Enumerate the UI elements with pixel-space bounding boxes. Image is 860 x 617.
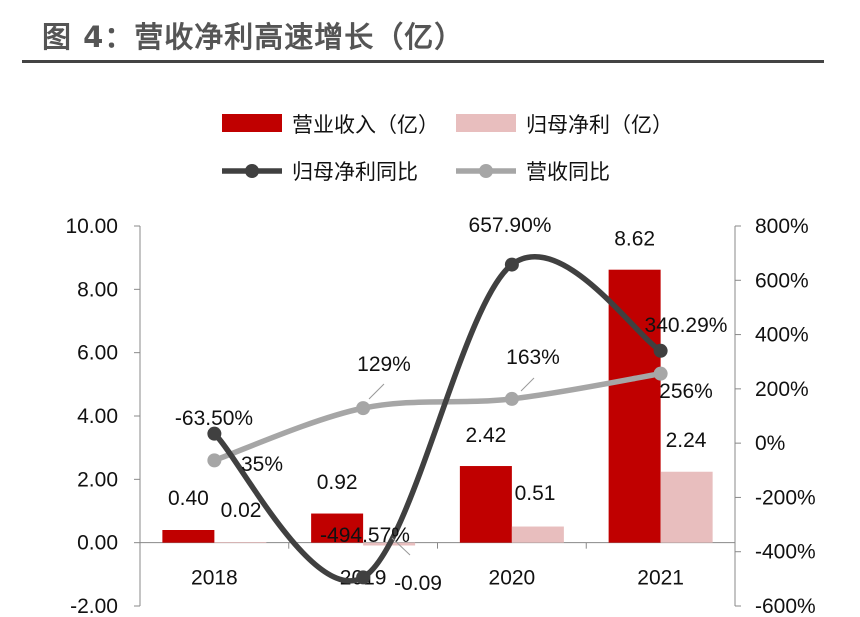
bar-label-revenue: 0.92 (317, 471, 358, 494)
bar-label-netprofit: 0.02 (221, 499, 262, 522)
line-0-point-2020 (504, 257, 519, 272)
x-tick-label: 2018 (191, 567, 238, 590)
left-tick-label: 8.00 (77, 278, 118, 301)
line-label-netprofit-yoy: 340.29% (645, 314, 728, 337)
line-1-point-2020 (504, 391, 519, 406)
legend-swatch-revenue (222, 114, 282, 132)
right-tick-label: 600% (755, 269, 809, 292)
bar-1-2021 (660, 471, 713, 543)
right-tick-label: 0% (755, 432, 785, 455)
left-tick-label: 0.00 (77, 532, 118, 555)
right-tick-label: -400% (755, 541, 816, 564)
legend-label-revenue: 营业收入（亿） (292, 113, 439, 137)
line-0 (211, 254, 664, 584)
bar-label-revenue: 2.42 (465, 424, 506, 447)
line-label-netprofit-yoy: -494.57% (320, 524, 410, 547)
bar-label-revenue: 8.62 (614, 228, 655, 251)
bar-0-2020 (459, 466, 512, 543)
lines (207, 254, 668, 585)
left-tick-label: 2.00 (77, 468, 118, 491)
line-label-revenue-yoy: 129% (357, 353, 411, 376)
right-tick-label: -200% (755, 486, 816, 509)
x-tick-label: 2021 (637, 567, 684, 590)
legend-label-netprofit-yoy: 归母净利同比 (292, 160, 418, 184)
left-tick-label: -2.00 (70, 595, 118, 617)
bar-0-2018 (162, 530, 215, 543)
line-label-netprofit-yoy: 657.90% (469, 214, 552, 237)
line-1-point-2018 (207, 453, 222, 468)
line-label-revenue-yoy: 256% (659, 380, 713, 403)
bar-label-netprofit: 2.24 (666, 429, 707, 452)
line-label-revenue-yoy: -63.50% (175, 407, 253, 430)
line-1-point-2021 (653, 366, 668, 381)
bar-1-2018 (214, 542, 267, 543)
line-0-point-2021 (653, 343, 668, 358)
right-tick-label: 200% (755, 378, 809, 401)
title-underline (22, 60, 824, 63)
label-leader-line (368, 383, 385, 400)
x-tick-label: 2020 (489, 567, 536, 590)
line-1 (211, 370, 664, 464)
line-0-point-2018 (207, 426, 222, 441)
legend-swatch-netprofit (456, 114, 516, 132)
figure-title: 图 4：营收净利高速增长（亿） (42, 20, 465, 54)
bar-0-2021 (608, 269, 661, 543)
data-labels: 0.40 0.92 2.42 8.62 0.02 -0.09 0.51 2.24 35% -494… (168, 214, 728, 595)
bar-label-netprofit: -0.09 (394, 572, 442, 595)
right-tick-label: 800% (755, 215, 809, 238)
right-tick-label: -600% (755, 595, 816, 617)
label-leader-line (520, 377, 535, 392)
bar-label-netprofit: 0.51 (515, 482, 556, 505)
bar-1-2020 (511, 526, 564, 543)
legend-label-netprofit: 归母净利（亿） (526, 113, 673, 137)
bar-0-2019 (311, 513, 364, 543)
line-0-point-2019 (356, 570, 371, 585)
bar-label-revenue: 0.40 (168, 487, 209, 510)
left-tick-label: 10.00 (65, 215, 118, 238)
legend-marker-netprofit-yoy (245, 164, 259, 178)
line-label-revenue-yoy: 163% (506, 346, 560, 369)
legend-marker-revenue-yoy (479, 164, 493, 178)
label-leader-line (391, 537, 411, 556)
line-label-netprofit-yoy: 35% (241, 453, 283, 476)
right-tick-label: 400% (755, 324, 809, 347)
axes: -2.00 0.00 2.00 4.00 6.00 8.00 10.00 -600% -400%… (65, 215, 815, 617)
bars (162, 269, 713, 546)
legend: 营业收入（亿） 归母净利（亿） 归母净利同比 营收同比 (222, 113, 673, 184)
left-tick-label: 4.00 (77, 405, 118, 428)
legend-label-revenue-yoy: 营收同比 (526, 160, 610, 184)
left-tick-label: 6.00 (77, 342, 118, 365)
line-1-point-2019 (356, 401, 371, 416)
